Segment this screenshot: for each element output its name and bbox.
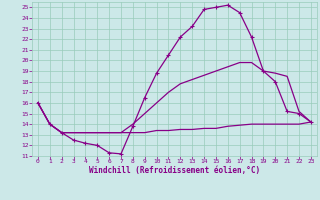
X-axis label: Windchill (Refroidissement éolien,°C): Windchill (Refroidissement éolien,°C) (89, 166, 260, 175)
